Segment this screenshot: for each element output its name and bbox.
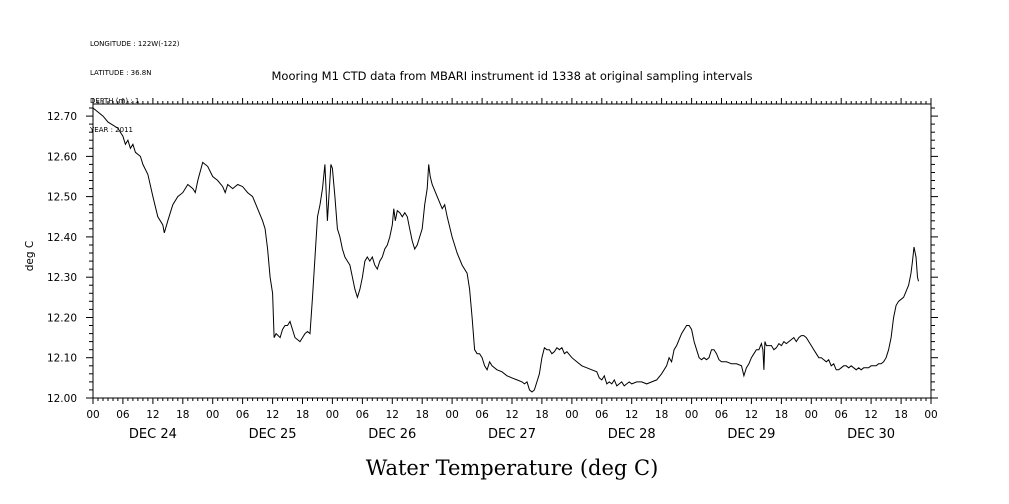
x-date-label: DEC 27 [488, 427, 536, 442]
chart-footer-label: Water Temperature (deg C) [366, 456, 659, 480]
y-tick-label: 12.40 [47, 232, 77, 244]
x-tick-label: 12 [146, 409, 159, 421]
x-tick-label: 00 [86, 409, 99, 421]
x-tick-label: 00 [445, 409, 458, 421]
x-tick-label: 06 [356, 409, 370, 421]
y-axis-label: deg C [24, 241, 36, 271]
x-date-label: DEC 30 [847, 427, 895, 442]
x-tick-label: 06 [236, 409, 250, 421]
x-tick-label: 12 [625, 409, 638, 421]
x-tick-label: 12 [386, 409, 399, 421]
x-tick-label: 00 [805, 409, 818, 421]
y-tick-label: 12.70 [47, 111, 77, 123]
x-date-label: DEC 26 [368, 427, 416, 442]
meta-depth: DEPTH (m) : 1 [90, 97, 140, 105]
x-tick-label: 06 [835, 409, 849, 421]
y-tick-label: 12.30 [47, 272, 77, 284]
x-tick-label: 12 [505, 409, 518, 421]
x-tick-label: 12 [266, 409, 279, 421]
metadata-block: LONGITUDE : 122W(-122) LATITUDE : 36.8N … [90, 21, 180, 145]
plot-frame [92, 103, 932, 399]
x-date-label: DEC 25 [249, 427, 297, 442]
x-tick-label: 18 [296, 409, 309, 421]
y-tick-label: 12.60 [47, 151, 77, 163]
x-date-label: DEC 29 [727, 427, 775, 442]
chart-title: Mooring M1 CTD data from MBARI instrumen… [272, 69, 753, 83]
x-date-label: DEC 24 [129, 427, 177, 442]
x-tick-label: 00 [924, 409, 937, 421]
meta-year: YEAR : 2011 [90, 125, 133, 134]
x-tick-label: 18 [416, 409, 429, 421]
x-tick-label: 06 [116, 409, 130, 421]
x-tick-label: 18 [775, 409, 788, 421]
x-tick-label: 06 [475, 409, 489, 421]
x-tick-label: 12 [864, 409, 877, 421]
meta-latitude: LATITUDE : 36.8N [90, 68, 152, 77]
water-temperature-line [92, 107, 919, 393]
x-tick-label: 12 [745, 409, 758, 421]
axes-group: 00 06 12 18 00 06 12 18 00 06 12 18 00 06 12 18 00 06 12 18… [47, 98, 938, 442]
x-tick-label: 00 [206, 409, 219, 421]
x-tick-label: 18 [894, 409, 907, 421]
x-tick-label: 18 [655, 409, 668, 421]
y-tick-label: 12.20 [47, 313, 77, 325]
x-tick-label: 06 [595, 409, 609, 421]
x-tick-label: 00 [326, 409, 339, 421]
y-tick-label: 12.10 [47, 353, 77, 365]
meta-longitude: LONGITUDE : 122W(-122) [90, 40, 180, 48]
y-tick-label: 12.00 [47, 393, 77, 405]
x-tick-label: 18 [176, 409, 189, 421]
y-tick-label: 12.50 [47, 192, 77, 204]
x-tick-label: 06 [715, 409, 729, 421]
x-tick-label: 18 [535, 409, 548, 421]
x-date-label: DEC 28 [608, 427, 656, 442]
x-tick-label: 00 [685, 409, 698, 421]
x-tick-label: 00 [565, 409, 578, 421]
